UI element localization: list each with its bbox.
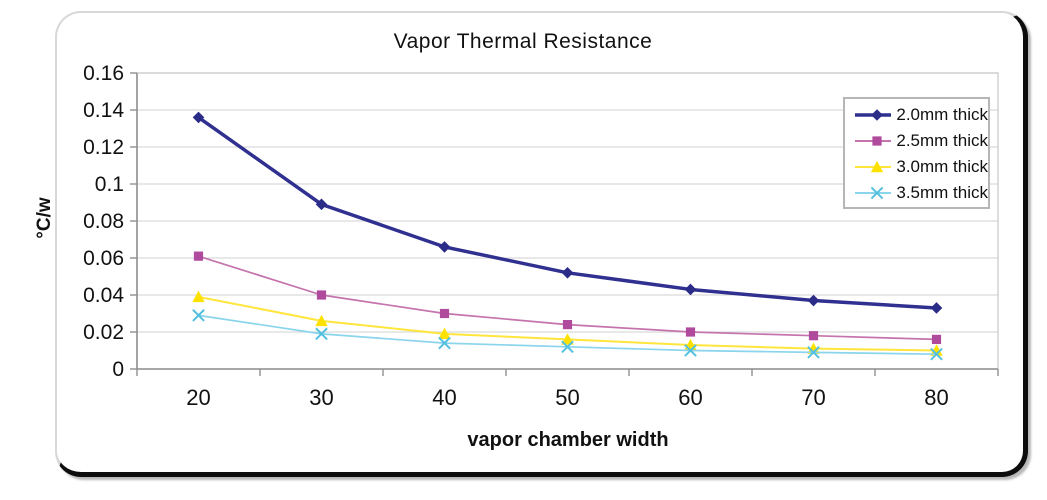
y-tick-labels: 0.16 0.14 0.12 0.1 0.08 0.06 0.04 0.02 0 [83,62,124,381]
svg-text:70: 70 [801,385,825,410]
legend: 2.0mm thick 2.5mm thick 3.0mm thick 3.5m… [843,97,990,209]
svg-text:0.02: 0.02 [83,321,124,344]
svg-text:20: 20 [186,385,210,410]
svg-text:60: 60 [678,385,702,410]
y-axis-title: °C/w [34,197,55,239]
legend-item-3-0mm: 3.0mm thick [853,154,988,180]
svg-text:80: 80 [924,385,948,410]
svg-text:50: 50 [555,385,579,410]
x-axis-title: vapor chamber width [467,429,669,451]
series-2.5mm-thick [193,251,942,344]
legend-item-3-5mm: 3.5mm thick [853,180,988,206]
legend-item-2-0mm: 2.0mm thick [853,102,988,128]
x-tick-labels: 20 30 40 50 60 70 80 [186,385,948,410]
svg-text:0.04: 0.04 [83,284,124,307]
svg-text:0.06: 0.06 [83,247,124,270]
chart-title: Vapor Thermal Resistance [393,30,653,53]
series-3.5mm-thick [192,309,943,361]
svg-text:0: 0 [112,358,124,381]
svg-text:0.14: 0.14 [83,99,124,122]
series-2.0mm-thick [192,111,943,314]
chart-card [55,11,1028,477]
legend-label: 3.0mm thick [896,157,988,176]
svg-text:40: 40 [432,385,456,410]
legend-swatch-triangle-icon [855,160,892,173]
svg-text:0.16: 0.16 [83,62,124,85]
legend-swatch-square-icon [855,136,892,146]
svg-text:30: 30 [309,385,333,410]
legend-label: 2.0mm thick [896,105,988,124]
legend-item-2-5mm: 2.5mm thick [853,128,988,154]
legend-swatch-diamond-icon [855,109,892,121]
svg-text:0.1: 0.1 [95,173,124,196]
series-3.0mm-thick [192,290,943,356]
svg-text:0.12: 0.12 [83,136,124,159]
axes [130,72,999,376]
svg-text:0.08: 0.08 [83,210,124,233]
legend-swatch-x-icon [855,186,892,200]
legend-label: 3.5mm thick [896,183,988,202]
legend-label: 2.5mm thick [896,131,988,150]
